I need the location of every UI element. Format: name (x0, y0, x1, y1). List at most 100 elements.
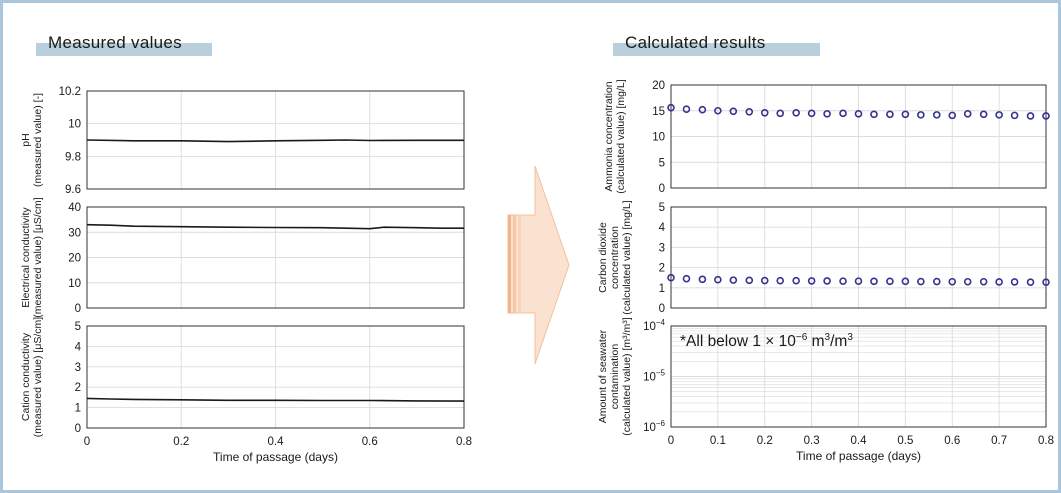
y-tick-label: 2 (75, 382, 81, 394)
y-axis-label: Amount of seawater (597, 329, 609, 423)
data-point (729, 276, 738, 284)
y-tick-label: 10.2 (59, 86, 81, 98)
x-tick-label: 0.2 (757, 435, 773, 447)
data-point (1026, 278, 1035, 286)
data-point (807, 109, 816, 118)
y-tick-label: 5 (75, 321, 81, 333)
annotation-text: *All below 1 × 10−6 m3/m3 (680, 332, 853, 350)
data-point (776, 276, 785, 285)
data-point (917, 111, 925, 119)
y-tick-label: 9.6 (65, 184, 81, 196)
data-point (963, 277, 972, 286)
data-point (1010, 111, 1019, 120)
data-point (995, 111, 1003, 119)
y-axis-label: Ammonia concentration (603, 81, 615, 191)
y-tick-label: 4 (75, 341, 82, 353)
data-point (839, 109, 847, 118)
data-point (792, 109, 800, 117)
y-tick-label: 1 (659, 283, 665, 295)
x-tick-label: 0.2 (173, 436, 189, 448)
y-tick-label: 20 (652, 80, 665, 92)
arrow-stripe (508, 215, 511, 313)
y-tick-label: 0 (659, 303, 665, 315)
data-point (745, 107, 754, 116)
plot-area (670, 84, 1047, 189)
data-point (870, 110, 878, 119)
measured-title-bar (36, 43, 212, 56)
chart-cc: 0 1 2 3 4 5 0 0.2 0.4 0.6 0.8 Time of passage (days… (20, 317, 472, 464)
x-tick-label: 0.4 (268, 436, 285, 448)
data-point (682, 105, 691, 114)
plot-area (86, 206, 465, 309)
y-axis-label: (calculated value) [m³/m³] (621, 317, 633, 436)
y-axis-label: (measured value) [μS/cm] (32, 317, 44, 438)
data-point (1026, 112, 1035, 120)
x-tick-label: 0.4 (851, 435, 868, 447)
y-axis-label: Cation conductivity (20, 332, 32, 421)
y-tick-label: 4 (659, 222, 666, 234)
transition-arrow (507, 165, 570, 365)
data-point (854, 110, 863, 118)
x-axis-label: Time of passage (days) (213, 450, 338, 464)
plot-area (670, 206, 1047, 309)
data-point (714, 275, 722, 284)
y-tick-label: 10−5 (643, 369, 665, 384)
data-point (1042, 112, 1050, 120)
chart-seawater: 10−6 10−5 10−4 0 0.1 0.2 0.3 0.4 0.5 0.6 0.7 0.8 Tim… (597, 317, 1054, 463)
data-point (932, 111, 941, 119)
data-point (995, 278, 1003, 286)
y-tick-label: 0 (75, 303, 81, 315)
data-point (917, 277, 925, 286)
x-axis-label: Time of passage (days) (796, 449, 921, 463)
data-point (667, 273, 675, 282)
data-point (963, 110, 972, 118)
data-point (714, 106, 722, 115)
arrow-stripe (518, 215, 521, 313)
data-point (823, 277, 831, 285)
y-axis-label: Electrical conductivity (20, 207, 32, 308)
data-point (792, 276, 800, 285)
data-point (932, 277, 941, 286)
measured-title: Measured values (48, 33, 182, 52)
y-tick-label: 2 (659, 263, 665, 275)
plot-area (86, 325, 465, 429)
data-point (1042, 278, 1050, 286)
x-tick-label: 0.3 (804, 435, 820, 447)
x-tick-label: 0.5 (897, 435, 913, 447)
data-point (760, 276, 769, 285)
chart-ec: 0 10 20 30 40 Electrical conductivity (measure… (20, 197, 465, 318)
data-point (776, 109, 785, 118)
x-tick-label: 0.6 (944, 435, 960, 447)
y-axis-label: (measured value) [μS/cm] (32, 197, 44, 318)
data-point (901, 277, 910, 286)
x-tick-label: 0.8 (456, 436, 472, 448)
data-point (948, 277, 957, 286)
y-tick-label: 10−4 (643, 318, 665, 333)
y-axis-label: contamination (609, 344, 621, 410)
series-line (86, 139, 464, 143)
data-point (745, 276, 754, 285)
data-point (886, 277, 894, 286)
y-tick-label: 20 (68, 253, 81, 265)
y-tick-label: 10−6 (643, 419, 665, 434)
y-axis-label: (measured value) [-] (32, 93, 44, 187)
chart-co2: 0 1 2 3 4 5 Carbon dioxide concentration (calcul… (597, 200, 1050, 315)
arrow-shape (507, 165, 570, 365)
x-tick-label: 0 (84, 436, 90, 448)
y-axis-label: concentration (609, 226, 621, 289)
plot-area (670, 325, 1047, 428)
y-tick-label: 5 (659, 202, 665, 214)
data-point (870, 277, 878, 286)
x-tick-label: 0 (668, 435, 674, 447)
series-line (86, 223, 464, 230)
data-point (1010, 278, 1019, 286)
y-tick-label: 9.8 (65, 151, 81, 163)
data-point (901, 110, 910, 119)
data-point (886, 110, 894, 119)
data-point (979, 277, 988, 286)
calculated-title-bar (613, 43, 820, 56)
data-point (807, 277, 816, 285)
data-point (729, 107, 738, 116)
data-point (760, 109, 769, 117)
